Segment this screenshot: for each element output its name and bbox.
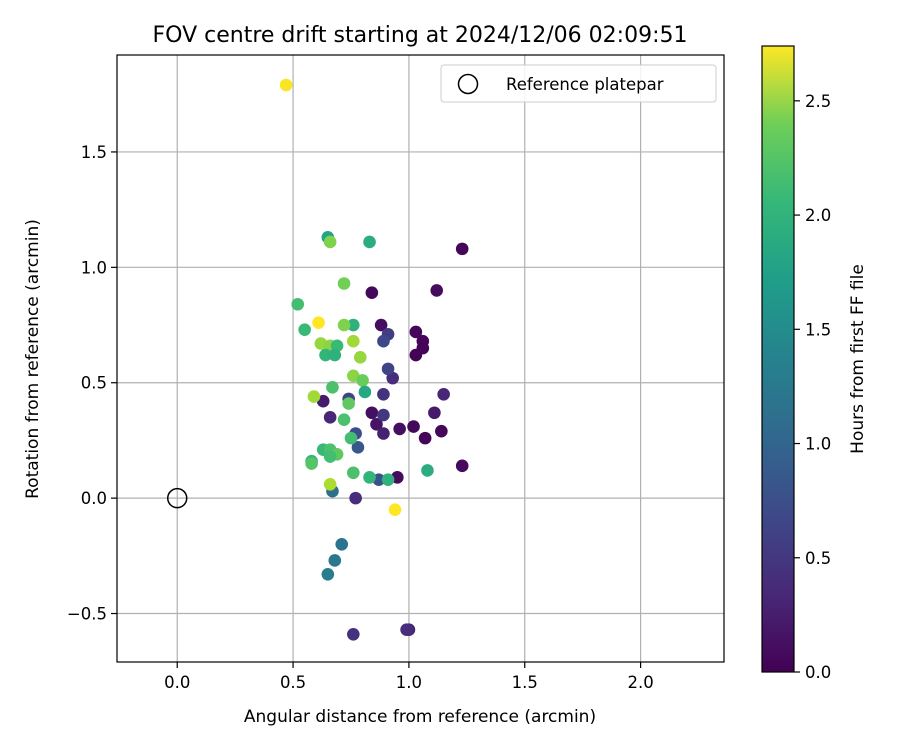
colorbar-bar (761, 45, 795, 673)
data-point (363, 235, 376, 249)
chart-title: FOV centre drift starting at 2024/12/06 … (153, 23, 688, 48)
data-point (337, 318, 351, 332)
colorbar-tick-label: 0.5 (805, 549, 831, 568)
data-point (455, 459, 469, 473)
x-tick-label: 0.5 (280, 673, 306, 692)
data-point (409, 348, 423, 362)
data-point (347, 466, 360, 480)
data-point (377, 334, 390, 348)
y-tick-label: 0.0 (81, 489, 107, 508)
data-point (298, 323, 311, 336)
data-point (377, 408, 390, 422)
data-point (365, 406, 379, 420)
data-point (323, 450, 337, 463)
data-point (307, 390, 321, 403)
data-point (377, 387, 390, 401)
data-point (321, 567, 335, 581)
data-point (435, 424, 448, 438)
data-point (363, 471, 376, 484)
data-point (326, 381, 339, 394)
data-point (279, 78, 293, 92)
data-point (409, 325, 423, 339)
data-point (418, 431, 432, 445)
plot-frame (116, 54, 725, 663)
grid-lines (117, 55, 724, 662)
reference-marker (166, 487, 188, 509)
data-point (377, 427, 390, 440)
legend-label: Reference platepar (506, 75, 664, 94)
data-point (455, 242, 469, 256)
data-points (279, 78, 469, 641)
data-point (421, 464, 434, 477)
y-tick-label: 0.5 (81, 374, 107, 393)
x-axis-ticks: 0.0 0.5 1.0 1.5 2.0 (164, 662, 654, 692)
data-point (344, 431, 358, 445)
data-point (437, 387, 450, 401)
data-point (347, 628, 360, 641)
data-point (351, 441, 365, 454)
data-point (337, 277, 351, 290)
x-axis-label: Angular distance from reference (arcmin) (244, 707, 596, 727)
y-tick-label: −0.5 (67, 605, 107, 624)
data-point (358, 385, 372, 399)
data-point (328, 348, 342, 362)
x-tick-label: 2.0 (627, 673, 653, 692)
data-point (328, 554, 342, 567)
data-point (347, 318, 360, 332)
data-point (347, 334, 360, 348)
data-point (400, 623, 413, 636)
data-point (428, 406, 441, 420)
x-tick-label: 1.0 (396, 673, 422, 692)
y-axis-label: Rotation from reference (arcmin) (23, 219, 43, 499)
x-tick-label: 1.5 (512, 673, 538, 692)
data-point (393, 422, 406, 436)
legend: Reference platepar (440, 64, 717, 103)
data-point (335, 537, 349, 551)
y-tick-label: 1.0 (81, 258, 107, 277)
colorbar-tick-label: 2.0 (805, 206, 831, 225)
data-point (374, 318, 388, 332)
data-point (370, 417, 383, 431)
x-tick-label: 0.0 (164, 673, 190, 692)
colorbar-tick-label: 0.0 (805, 663, 831, 682)
data-point (312, 316, 325, 330)
y-tick-label: 1.5 (81, 143, 107, 162)
data-point (337, 413, 351, 426)
colorbar-ticks: 0.0 0.5 1.0 1.5 2.0 2.5 (794, 92, 831, 682)
data-point (381, 473, 395, 486)
data-point (407, 420, 420, 433)
colorbar-tick-label: 1.0 (805, 435, 831, 454)
data-point (381, 362, 395, 376)
data-point (323, 235, 337, 249)
data-point (319, 348, 332, 362)
data-point (356, 374, 369, 387)
colorbar-tick-label: 1.5 (805, 320, 831, 339)
data-point (323, 411, 337, 424)
data-point (365, 286, 379, 300)
data-point (342, 397, 355, 410)
colorbar-tick-label: 2.5 (805, 92, 831, 111)
data-point (353, 351, 367, 364)
data-point (388, 503, 402, 516)
colorbar-label: Hours from first FF file (848, 264, 868, 454)
data-point (430, 284, 444, 297)
data-point (349, 491, 362, 505)
legend-box (440, 64, 717, 103)
data-point (305, 457, 318, 470)
data-point (323, 477, 337, 491)
y-axis-ticks: −0.5 0.0 0.5 1.0 1.5 (67, 143, 117, 624)
legend-marker (457, 73, 479, 95)
colorbar: 0.0 0.5 1.0 1.5 2.0 2.5 Hours from first FF f… (761, 45, 868, 682)
data-point (291, 297, 305, 311)
